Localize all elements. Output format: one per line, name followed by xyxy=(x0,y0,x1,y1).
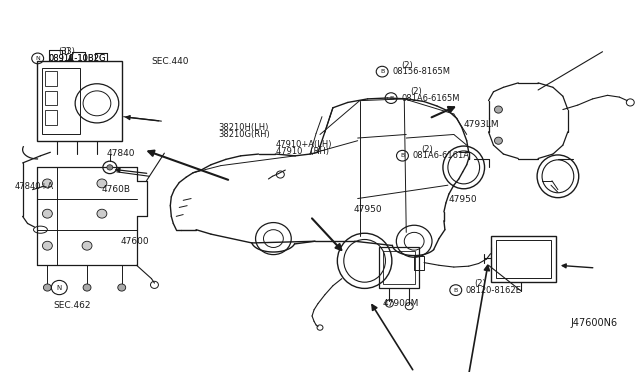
Text: 081A6-6161A: 081A6-6161A xyxy=(413,151,470,160)
Text: 08120-8162E: 08120-8162E xyxy=(466,286,522,295)
Text: 4760B: 4760B xyxy=(101,185,130,194)
Text: B: B xyxy=(401,153,404,158)
Text: (2): (2) xyxy=(422,145,433,154)
Circle shape xyxy=(97,179,107,188)
Circle shape xyxy=(107,165,113,170)
Circle shape xyxy=(44,284,51,291)
Text: (2): (2) xyxy=(410,87,422,96)
Text: 47910+A(LH): 47910+A(LH) xyxy=(276,140,332,149)
Circle shape xyxy=(495,106,502,113)
Bar xyxy=(42,68,80,134)
Text: 38210G(RH): 38210G(RH) xyxy=(218,130,270,139)
Circle shape xyxy=(82,241,92,250)
Text: 47950: 47950 xyxy=(449,195,477,204)
Text: B: B xyxy=(454,288,458,293)
Text: N: N xyxy=(35,56,40,61)
Circle shape xyxy=(42,241,52,250)
Text: B: B xyxy=(380,69,384,74)
Text: 47950: 47950 xyxy=(354,205,382,214)
Text: 47840+A: 47840+A xyxy=(14,182,53,191)
Text: (3): (3) xyxy=(63,47,75,56)
Bar xyxy=(45,91,58,105)
Text: 47910   (RH): 47910 (RH) xyxy=(276,147,328,155)
Text: 47840: 47840 xyxy=(106,149,134,158)
Text: 08911-10B2G: 08911-10B2G xyxy=(49,54,106,63)
Text: J47600N6: J47600N6 xyxy=(570,318,618,328)
Text: SEC.462: SEC.462 xyxy=(54,301,91,310)
Text: (2): (2) xyxy=(401,61,413,70)
Bar xyxy=(45,110,58,125)
Text: SEC.440: SEC.440 xyxy=(152,57,189,66)
Text: B: B xyxy=(389,96,393,100)
Bar xyxy=(492,236,556,282)
Bar xyxy=(45,71,58,86)
Circle shape xyxy=(495,137,502,144)
Text: 38210H(LH): 38210H(LH) xyxy=(218,124,269,132)
Bar xyxy=(383,251,415,284)
Circle shape xyxy=(42,179,52,188)
Circle shape xyxy=(97,209,107,218)
Text: 4793LM: 4793LM xyxy=(463,120,499,129)
Text: (3): (3) xyxy=(59,47,70,56)
Circle shape xyxy=(42,209,52,218)
Text: 08911-10B2G: 08911-10B2G xyxy=(49,54,106,63)
Bar xyxy=(497,240,551,278)
Text: 47600: 47600 xyxy=(120,237,148,246)
Text: (2): (2) xyxy=(474,279,486,288)
Text: 08156-8165M: 08156-8165M xyxy=(392,67,451,76)
Bar xyxy=(380,247,419,288)
Text: N: N xyxy=(57,285,62,291)
Bar xyxy=(38,61,122,141)
Circle shape xyxy=(118,284,125,291)
Circle shape xyxy=(83,284,91,291)
Text: 47900M: 47900M xyxy=(382,299,419,308)
Text: 081A6-6165M: 081A6-6165M xyxy=(401,94,460,103)
Bar xyxy=(414,256,424,270)
